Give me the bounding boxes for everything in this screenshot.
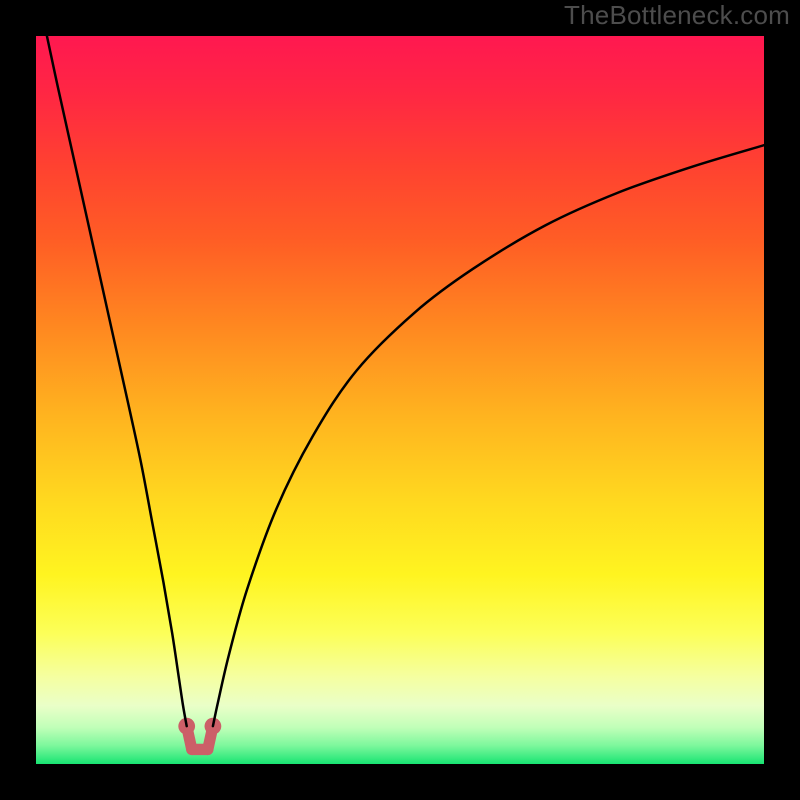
plot-background xyxy=(36,36,764,764)
watermark-text: TheBottleneck.com xyxy=(564,0,790,31)
chart-stage: TheBottleneck.com xyxy=(0,0,800,800)
chart-svg xyxy=(0,0,800,800)
